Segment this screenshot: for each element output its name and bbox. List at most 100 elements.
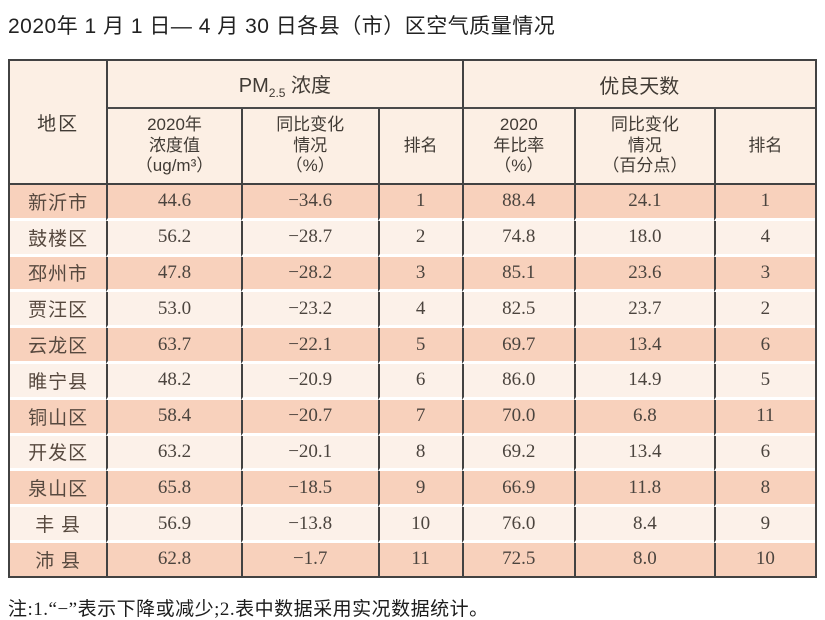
pm-value-cell: 56.9 [106,507,241,543]
pm-rank-cell: 3 [377,256,462,293]
pm-change-cell: −34.6 [240,185,378,221]
region-cell: 贾汪区 [10,292,107,329]
days-ratio-cell: 74.8 [461,220,574,257]
pm25-group-header: PM2.5 浓度 [106,61,462,109]
days-change-cell: 14.9 [573,363,714,400]
days-change-cell: 11.8 [573,471,714,508]
pm-value-cell: 56.2 [106,220,241,257]
pm-change-cell: −1.7 [240,542,378,576]
pm-change-cell: −28.7 [240,220,378,257]
pm-rank-cell: 9 [377,471,462,508]
air-quality-table: 地区 PM2.5 浓度 优良天数 2020年 浓度值 （ug/m³） 同比变化 … [8,59,817,578]
pm-change-cell: −28.2 [240,256,378,293]
pm-rank-cell: 11 [377,542,462,576]
pm-rank-cell: 7 [377,399,462,436]
days-change-cell: 8.4 [573,507,714,543]
region-cell: 泉山区 [10,471,107,508]
table-row: 泉山区 65.8 −18.5 9 66.9 11.8 8 [10,471,815,508]
good-days-group-header: 优良天数 [461,61,815,109]
table-body: 新沂市 44.6 −34.6 1 88.4 24.1 1 鼓楼区 56.2 −2… [10,185,815,576]
pm-value-cell: 63.7 [106,328,241,364]
days-rank-cell: 11 [713,399,815,436]
pm-change-cell: −22.1 [240,328,378,364]
table-row: 开发区 63.2 −20.1 8 69.2 13.4 6 [10,435,815,472]
subheader-days-rank: 排名 [713,109,815,185]
days-ratio-cell: 69.2 [461,435,574,472]
days-rank-cell: 5 [713,363,815,400]
pm-change-cell: −20.9 [240,363,378,400]
region-cell: 新沂市 [10,185,107,221]
footnote: 注:1.“−”表示下降或减少;2.表中数据采用实况数据统计。 [8,598,489,620]
days-rank-cell: 3 [713,256,815,293]
table-row: 铜山区 58.4 −20.7 7 70.0 6.8 11 [10,399,815,436]
pm-value-cell: 44.6 [106,185,241,221]
days-ratio-cell: 70.0 [461,399,574,436]
pm-rank-cell: 4 [377,292,462,329]
days-change-cell: 6.8 [573,399,714,436]
pm25-label-suffix: 浓度 [285,74,332,97]
region-cell: 睢宁县 [10,363,107,400]
region-column-header: 地区 [10,61,107,185]
days-ratio-cell: 72.5 [461,542,574,576]
table-head: 地区 PM2.5 浓度 优良天数 2020年 浓度值 （ug/m³） 同比变化 … [10,61,815,185]
pm-value-cell: 53.0 [106,292,241,329]
pm-value-cell: 63.2 [106,435,241,472]
days-rank-cell: 2 [713,292,815,329]
pm-change-cell: −13.8 [240,507,378,543]
pm-rank-cell: 8 [377,435,462,472]
pm-change-cell: −18.5 [240,471,378,508]
subheader-pm-rank: 排名 [377,109,462,185]
subheader-days-change: 同比变化 情况 （百分点） [573,109,714,185]
days-change-cell: 8.0 [573,542,714,576]
region-cell: 丰 县 [10,507,107,543]
days-ratio-cell: 88.4 [461,185,574,221]
table-row: 沛 县 62.8 −1.7 11 72.5 8.0 10 [10,542,815,576]
region-cell: 开发区 [10,435,107,472]
subheader-days-ratio: 2020 年比率 （%） [461,109,574,185]
region-cell: 邳州市 [10,256,107,293]
sub-header-row: 2020年 浓度值 （ug/m³） 同比变化 情况 （%） 排名 2020 年比… [10,109,815,185]
days-ratio-cell: 86.0 [461,363,574,400]
table-row: 鼓楼区 56.2 −28.7 2 74.8 18.0 4 [10,220,815,257]
days-rank-cell: 9 [713,507,815,543]
pm-change-cell: −20.7 [240,399,378,436]
page-title: 2020年 1 月 1 日— 4 月 30 日各县（市）区空气质量情况 [8,15,556,38]
days-ratio-cell: 66.9 [461,471,574,508]
subheader-pm-value: 2020年 浓度值 （ug/m³） [106,109,241,185]
table-row: 贾汪区 53.0 −23.2 4 82.5 23.7 2 [10,292,815,329]
table-row: 睢宁县 48.2 −20.9 6 86.0 14.9 5 [10,363,815,400]
pm-rank-cell: 5 [377,328,462,364]
table-row: 云龙区 63.7 −22.1 5 69.7 13.4 6 [10,328,815,364]
pm-rank-cell: 2 [377,220,462,257]
days-change-cell: 23.6 [573,256,714,293]
pm25-label-prefix: PM [238,74,269,97]
table-row: 邳州市 47.8 −28.2 3 85.1 23.6 3 [10,256,815,293]
days-ratio-cell: 82.5 [461,292,574,329]
table-row: 丰 县 56.9 −13.8 10 76.0 8.4 9 [10,507,815,543]
pm-value-cell: 48.2 [106,363,241,400]
pm-change-cell: −23.2 [240,292,378,329]
pm-rank-cell: 6 [377,363,462,400]
days-rank-cell: 8 [713,471,815,508]
days-change-cell: 24.1 [573,185,714,221]
days-rank-cell: 6 [713,328,815,364]
subheader-pm-change: 同比变化 情况 （%） [240,109,378,185]
days-change-cell: 13.4 [573,328,714,364]
pm-value-cell: 62.8 [106,542,241,576]
table-row: 新沂市 44.6 −34.6 1 88.4 24.1 1 [10,185,815,221]
pm-rank-cell: 1 [377,185,462,221]
region-cell: 沛 县 [10,542,107,576]
pm-change-cell: −20.1 [240,435,378,472]
pm25-label-subscript: 2.5 [268,85,286,100]
days-change-cell: 18.0 [573,220,714,257]
pm-value-cell: 58.4 [106,399,241,436]
pm-value-cell: 47.8 [106,256,241,293]
days-change-cell: 13.4 [573,435,714,472]
region-cell: 铜山区 [10,399,107,436]
days-rank-cell: 10 [713,542,815,576]
group-header-row: 地区 PM2.5 浓度 优良天数 [10,61,815,185]
days-change-cell: 23.7 [573,292,714,329]
days-rank-cell: 6 [713,435,815,472]
region-cell: 鼓楼区 [10,220,107,257]
